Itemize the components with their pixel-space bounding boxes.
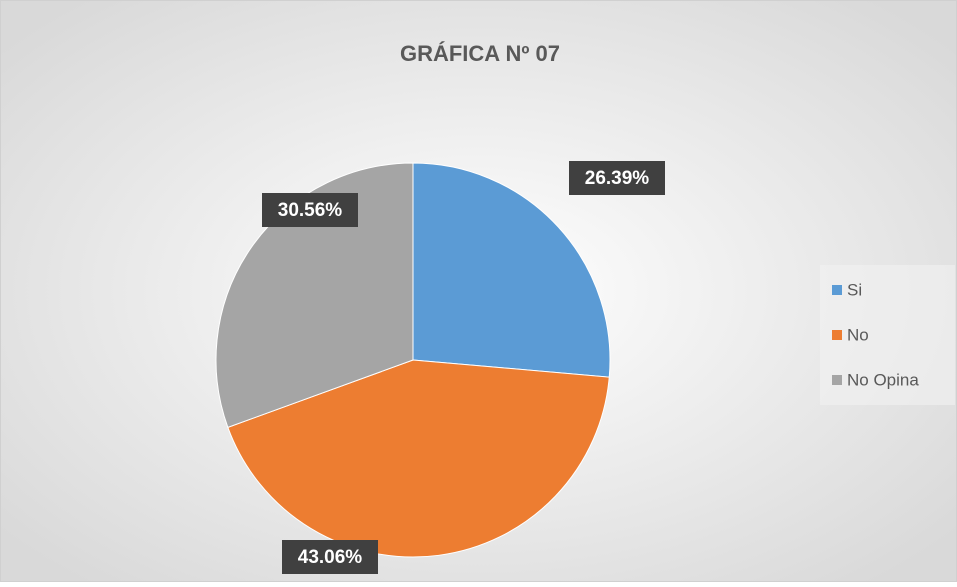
pie-slice [215, 162, 414, 429]
legend-label: No [847, 325, 869, 344]
pie-slice [412, 162, 611, 378]
data-label: 30.56% [278, 200, 343, 221]
data-label: 43.06% [298, 547, 363, 568]
data-label: 26.39% [585, 168, 650, 189]
legend-swatch [832, 285, 842, 295]
legend-swatch [832, 375, 842, 385]
pie-slice [227, 359, 610, 558]
data-label-box [569, 161, 665, 195]
data-label-box [262, 193, 358, 227]
legend-swatch [832, 330, 842, 340]
legend-box [820, 265, 955, 405]
legend-label: No Opina [847, 370, 919, 389]
data-label-box [282, 540, 378, 574]
chart-title: GRÁFICA Nº 07 [400, 41, 560, 66]
legend-label: Si [847, 280, 862, 299]
